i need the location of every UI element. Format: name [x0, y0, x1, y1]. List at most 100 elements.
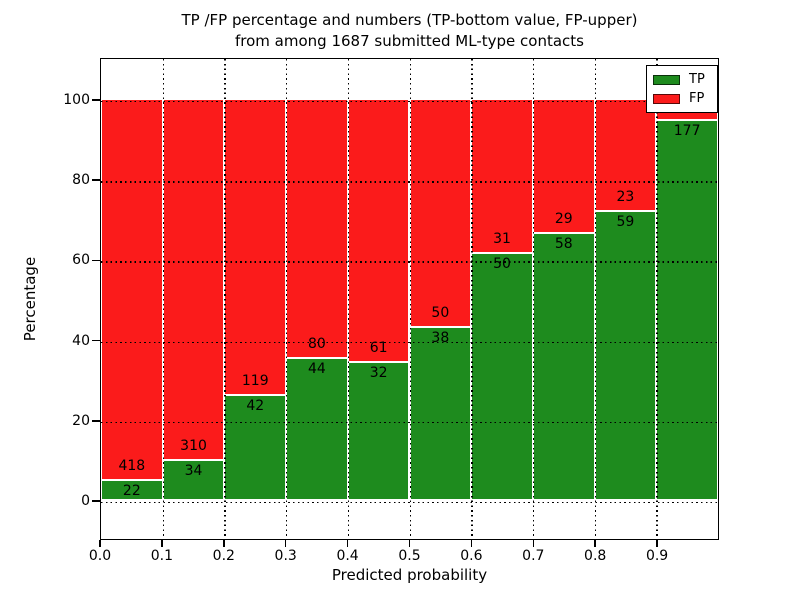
x-tick-0.1: [161, 540, 163, 547]
x-tick-label-0.4: 0.4: [336, 548, 359, 564]
gridline-v-0.1: [162, 59, 165, 539]
bar-value-tp-7: 58: [554, 235, 573, 252]
bar-value-fp-6: 31: [493, 230, 511, 247]
gridline-h-0: [101, 502, 718, 504]
bar-segment-tp-9: [656, 120, 718, 500]
y-tick-100: [92, 99, 100, 101]
gridline-h-40: [101, 341, 718, 343]
y-tick-label-60: 60: [72, 252, 90, 269]
x-tick-label-0.5: 0.5: [398, 548, 421, 564]
x-tick-label-0.3: 0.3: [274, 548, 297, 564]
legend-label-tp: TP: [689, 72, 705, 87]
chart-title: TP /FP percentage and numbers (TP-bottom…: [100, 10, 719, 52]
gridline-v-0.5: [409, 59, 411, 539]
y-tick-label-20: 20: [72, 412, 90, 429]
bar-column-0.2: [224, 99, 287, 500]
gridline-h-80: [101, 181, 718, 183]
bar-segment-fp-2: [224, 99, 287, 396]
y-tick-label-0: 0: [81, 493, 90, 509]
x-tick-label-0.8: 0.8: [584, 548, 607, 564]
bar-value-fp-1: 310: [180, 438, 207, 455]
chart-title-line1: TP /FP percentage and numbers (TP-bottom…: [181, 11, 638, 29]
bar-segment-fp-0: [101, 99, 163, 480]
bar-segment-tp-6: [471, 252, 533, 500]
bar-value-fp-8: 23: [616, 189, 635, 206]
bar-segment-fp-5: [409, 99, 472, 327]
plot-area: TP FP 418 22 310 34 119 42 80 44 61 32 50 38 31 50 29 5…: [100, 58, 719, 540]
bar-column-0.5: [409, 99, 472, 500]
bar-segment-tp-4: [347, 362, 410, 500]
y-axis-label: Percentage: [21, 256, 39, 342]
chart-title-line2: from among 1687 submitted ML-type contac…: [235, 32, 584, 50]
x-tick-0.9: [656, 540, 658, 547]
bar-segment-fp-6: [471, 99, 533, 253]
y-tick-0: [92, 500, 100, 502]
x-tick-0.4: [346, 540, 349, 547]
bar-segment-fp-3: [286, 99, 348, 358]
bar-value-fp-0: 418: [118, 457, 146, 474]
bar-column-0.7: [532, 99, 595, 500]
legend-row-tp: TP: [653, 70, 711, 89]
gridline-v-0.2: [224, 59, 226, 539]
bar-value-tp-8: 59: [616, 214, 635, 231]
bar-column-0: [101, 99, 163, 500]
bar-value-tp-3: 44: [308, 360, 326, 377]
bar-segment-tp-3: [286, 357, 348, 500]
x-tick-0.6: [470, 540, 473, 547]
bar-column-0.9: [656, 99, 718, 500]
x-tick-0.8: [594, 540, 596, 547]
y-tick-20: [92, 420, 100, 422]
y-tick-label-80: 80: [72, 172, 90, 189]
legend-label-fp: FP: [689, 91, 705, 106]
bar-column-0.8: [594, 99, 657, 500]
y-tick-label-40: 40: [72, 332, 90, 349]
bar-column-0.4: [347, 99, 410, 500]
x-tick-0.3: [284, 540, 287, 547]
bar-value-fp-7: 29: [554, 210, 573, 227]
gridline-v-0.3: [286, 59, 288, 539]
x-tick-label-0.2: 0.2: [212, 548, 235, 564]
bar-value-fp-4: 61: [369, 340, 388, 357]
bar-value-tp-0: 22: [122, 482, 141, 499]
x-tick-label-0.1: 0.1: [150, 548, 174, 564]
bar-column-0.3: [286, 99, 348, 500]
gridline-h-20: [101, 421, 718, 424]
bar-segment-tp-0: [101, 479, 163, 500]
bar-value-tp-4: 32: [369, 365, 388, 382]
x-tick-0.7: [532, 540, 535, 547]
legend-swatch-fp: [653, 93, 680, 104]
bar-value-tp-9: 177: [673, 123, 701, 140]
bar-segment-tp-1: [162, 460, 225, 500]
x-tick-0.0: [99, 540, 101, 547]
x-tick-label-0.6: 0.6: [460, 548, 483, 564]
y-tick-40: [92, 339, 100, 342]
x-tick-0.2: [223, 540, 225, 547]
legend: TP FP: [646, 65, 718, 113]
legend-row-fp: FP: [653, 89, 711, 108]
bar-value-fp-3: 80: [308, 335, 326, 352]
bar-value-fp-5: 50: [431, 304, 450, 321]
bar-value-tp-5: 38: [431, 329, 450, 346]
y-tick-80: [92, 179, 100, 181]
x-tick-0.5: [408, 540, 411, 547]
gridline-h-60: [101, 261, 718, 263]
gridline-v-0.9: [656, 59, 658, 539]
bar-segment-tp-8: [594, 211, 657, 500]
bar-segment-fp-1: [162, 99, 225, 461]
bar-segment-tp-7: [532, 232, 595, 500]
bar-column-0.6: [471, 99, 533, 500]
gridline-h-100: [101, 101, 718, 103]
y-tick-label-100: 100: [63, 92, 90, 108]
x-axis-label: Predicted probability: [331, 566, 488, 584]
gridline-v-0.8: [594, 59, 596, 539]
bar-value-tp-6: 50: [493, 255, 511, 272]
bar-segment-fp-4: [347, 99, 410, 363]
bar-value-fp-2: 119: [241, 373, 269, 390]
y-tick-60: [92, 259, 100, 262]
bar-column-0.1: [162, 99, 225, 500]
bar-value-tp-2: 42: [246, 398, 265, 415]
gridline-v-0.7: [532, 59, 535, 539]
x-tick-label-0.0: 0.0: [88, 548, 112, 564]
bar-value-tp-1: 34: [184, 463, 203, 480]
